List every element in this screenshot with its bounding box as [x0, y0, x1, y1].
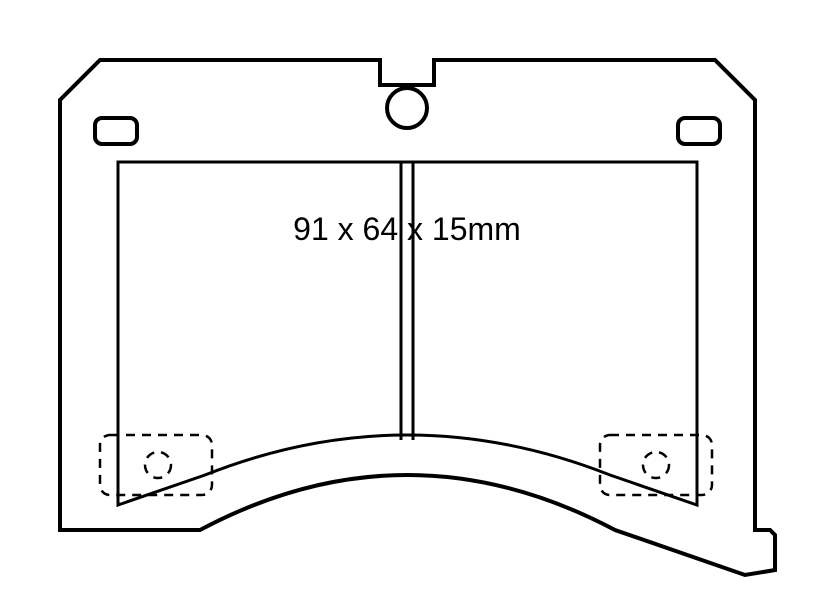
- hidden-hole-left: [145, 452, 171, 478]
- dimension-text: 91 x 64 x 15mm: [293, 211, 521, 247]
- hidden-tab-right: [600, 435, 712, 495]
- backing-plate-outline: [60, 60, 775, 575]
- top-left-slot: [95, 118, 137, 144]
- top-right-slot: [678, 118, 720, 144]
- hidden-hole-right: [643, 452, 669, 478]
- brake-pad-diagram: 91 x 64 x 15mm: [0, 0, 815, 609]
- center-hole: [387, 88, 427, 128]
